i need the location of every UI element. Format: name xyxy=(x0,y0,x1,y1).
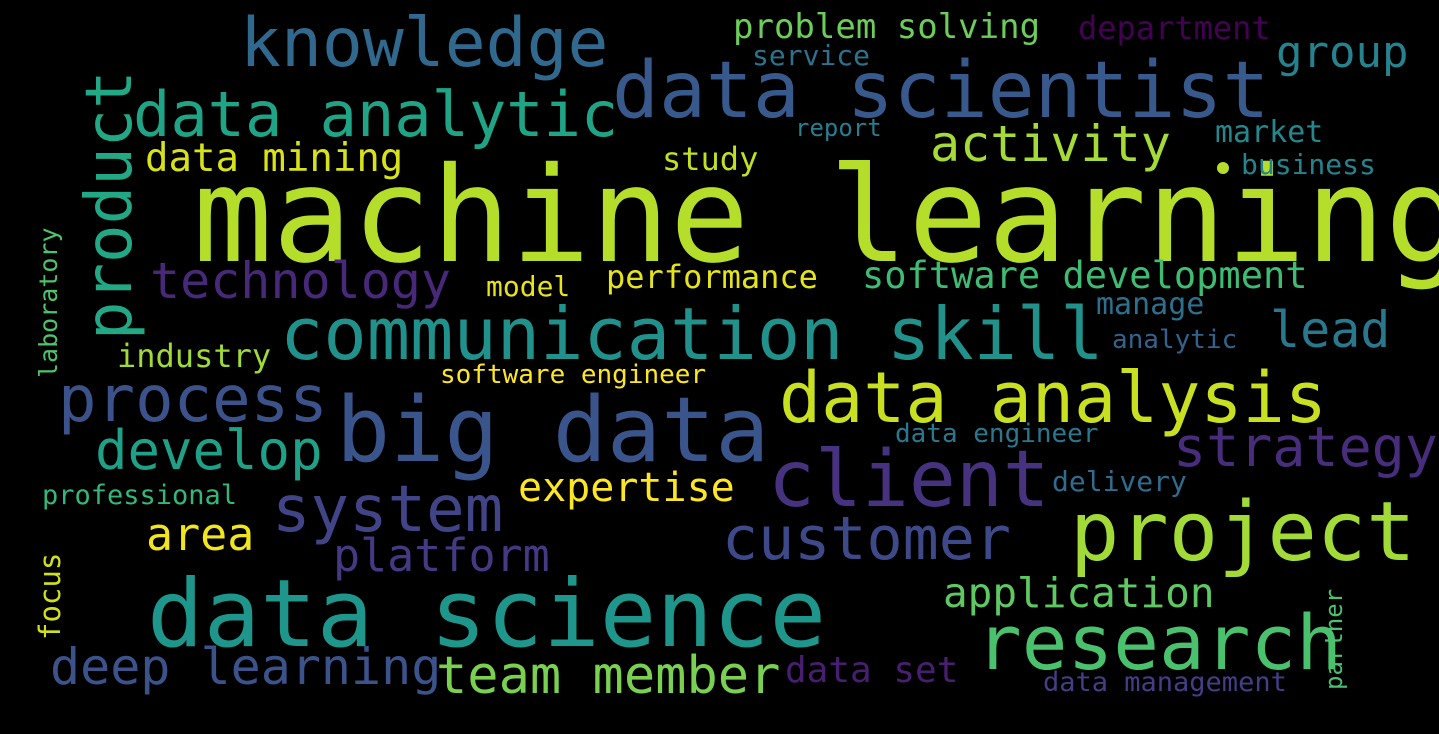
word-model: model xyxy=(486,270,571,303)
word-area: area xyxy=(146,508,255,561)
word-department: department xyxy=(1078,9,1271,47)
word-lead: lead xyxy=(1270,301,1391,359)
word-deep-learning: deep learning xyxy=(50,638,442,696)
word-study: study xyxy=(662,140,759,178)
word-research: research xyxy=(976,598,1343,687)
word-application: application xyxy=(943,569,1215,617)
word-expertise: expertise xyxy=(518,465,735,511)
word-software-engineer: software engineer xyxy=(440,360,707,390)
word-professional: professional xyxy=(42,480,238,511)
word-data-science: data science xyxy=(147,560,827,669)
word-report: report xyxy=(795,114,882,142)
word-business: business xyxy=(1241,148,1376,181)
word-software-development: software development xyxy=(862,254,1308,297)
word-project: project xyxy=(1070,485,1416,580)
word-industry: industry xyxy=(117,337,272,375)
word-product: product xyxy=(73,70,147,340)
word-data-engineer: data engineer xyxy=(895,419,1099,449)
word-system: system xyxy=(272,473,504,547)
word-platform: platform xyxy=(333,529,550,582)
word-machine-learning: machine learning xyxy=(193,139,1439,293)
word-performance: performance xyxy=(606,258,818,296)
word-analytic: analytic xyxy=(1112,325,1238,355)
word-problem-solving: problem solving xyxy=(733,7,1041,47)
word-technology: technology xyxy=(150,252,452,310)
word-team-member: team member xyxy=(436,646,781,706)
word-manage: manage xyxy=(1096,287,1205,322)
word-customer: customer xyxy=(722,504,1011,574)
word-strategy: strategy xyxy=(1173,415,1438,479)
word-service: service xyxy=(752,39,871,72)
word-knowledge: knowledge xyxy=(240,4,609,83)
word-data-analytic: data analytic xyxy=(133,78,619,151)
word-communication-skill: communication skill xyxy=(280,292,1104,376)
word-data-management: data management xyxy=(1043,667,1287,698)
word-client: client xyxy=(768,435,1050,525)
word-market: market xyxy=(1215,115,1324,150)
word-data-set: data set xyxy=(785,650,959,691)
word-process: process xyxy=(58,363,328,437)
word-data-analysis: data analysis xyxy=(779,357,1327,439)
word-activity: activity xyxy=(930,115,1171,173)
word-big-data: big data xyxy=(336,378,770,483)
word-group: group xyxy=(1276,27,1409,78)
dot-mark xyxy=(1217,162,1229,174)
word-laboratory: laboratory xyxy=(34,227,63,378)
word-data-mining: data mining xyxy=(145,136,404,181)
word-develop: develop xyxy=(95,419,323,482)
word-data-scientist: data scientist xyxy=(612,46,1270,136)
word-partner: partner xyxy=(1320,588,1348,690)
word-focus: focus xyxy=(33,552,67,640)
word-delivery: delivery xyxy=(1052,465,1187,498)
